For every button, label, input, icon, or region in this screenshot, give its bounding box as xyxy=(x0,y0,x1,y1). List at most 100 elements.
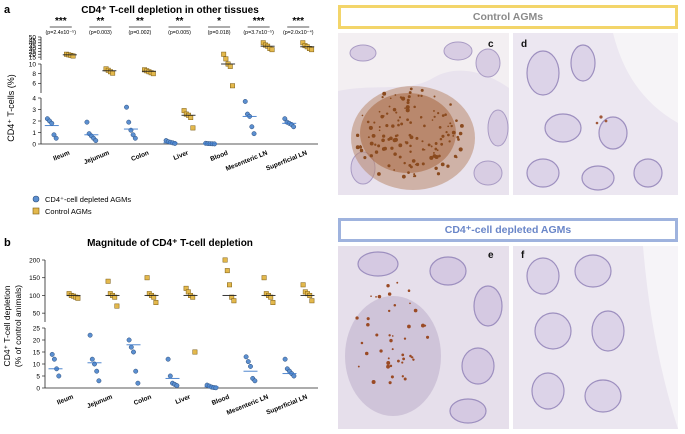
micrograph-c-label: c xyxy=(488,39,494,50)
y-tick-label: 35 xyxy=(29,43,37,50)
x-tick-label: Jejunum xyxy=(83,150,111,167)
micrograph-d-label: d xyxy=(521,39,528,50)
data-point-depleted xyxy=(133,368,139,374)
stain-speck xyxy=(367,136,370,139)
stain-speck xyxy=(397,119,400,122)
stain-speck xyxy=(378,129,381,132)
stain-speck xyxy=(408,163,412,167)
stain-speck xyxy=(388,334,391,337)
y-tick-label: 50 xyxy=(33,311,41,318)
data-point-depleted xyxy=(49,351,55,357)
banner-depleted-label: CD4⁺-cell depleted AGMs xyxy=(444,224,572,236)
stain-speck xyxy=(444,113,447,116)
stain-speck xyxy=(400,122,404,126)
stain-speck xyxy=(381,138,385,143)
banner-control-label: Control AGMs xyxy=(472,11,544,23)
stain-speck xyxy=(457,138,460,141)
data-point-depleted xyxy=(291,124,297,130)
stain-speck xyxy=(446,164,450,168)
stain-speck xyxy=(403,337,407,340)
data-point-depleted xyxy=(130,132,136,138)
stain-speck xyxy=(456,135,460,139)
data-point-control xyxy=(114,303,120,309)
stain-speck xyxy=(382,91,387,96)
data-point-control xyxy=(261,275,267,281)
data-point-depleted xyxy=(126,337,132,343)
stain-speck xyxy=(377,172,381,176)
data-point-control xyxy=(230,83,235,89)
stain-speck xyxy=(377,294,382,299)
stain-speck xyxy=(355,316,359,320)
stain-speck xyxy=(378,110,381,113)
data-point-depleted xyxy=(128,344,134,350)
y-tick-label: 45 xyxy=(29,37,37,44)
y-tick-label: 6 xyxy=(32,81,36,88)
stain-speck xyxy=(360,341,364,345)
data-point-depleted xyxy=(131,349,136,355)
significance-stars: * xyxy=(217,16,221,27)
panel-a-label: a xyxy=(4,4,11,16)
stain-speck xyxy=(397,359,400,363)
stain-speck xyxy=(455,119,458,123)
data-point-depleted xyxy=(282,356,288,362)
stain-speck xyxy=(377,144,381,148)
stain-speck xyxy=(391,335,394,337)
data-point-control xyxy=(223,56,229,62)
stain-speck xyxy=(419,116,423,119)
y-tick-label: 40 xyxy=(29,40,37,47)
x-tick-label: Jejunum xyxy=(86,394,114,411)
p-value-label: (p=2.0x10⁻⁴) xyxy=(283,30,314,36)
stain-speck xyxy=(427,143,431,147)
stain-speck xyxy=(379,349,383,353)
data-point-control xyxy=(153,300,159,305)
stain-speck xyxy=(448,140,451,143)
micrograph-f-image xyxy=(513,246,678,429)
panel-b-ylabel-line2: (% of control animals) xyxy=(13,285,23,367)
x-tick-label: Liver xyxy=(172,149,189,161)
stain-speck xyxy=(441,114,445,117)
stain-speck xyxy=(439,137,443,141)
stain-speck xyxy=(361,114,364,117)
stain-speck xyxy=(401,353,405,357)
stain-speck xyxy=(410,356,413,359)
stain-speck xyxy=(408,91,412,94)
y-tick-label: 2 xyxy=(32,118,36,125)
stain-speck xyxy=(426,335,430,339)
stain-speck xyxy=(421,323,425,328)
y-tick-label: 20 xyxy=(33,337,41,344)
stain-speck xyxy=(405,108,410,113)
stain-speck xyxy=(373,121,376,124)
stain-speck xyxy=(441,134,445,138)
y-tick-label: 25 xyxy=(29,49,37,56)
stain-speck xyxy=(375,296,377,298)
stain-speck xyxy=(366,317,370,321)
stain-speck xyxy=(431,119,434,121)
micrograph-e-image xyxy=(338,246,509,429)
data-point-control xyxy=(270,300,276,305)
micrograph-c: c xyxy=(338,33,509,195)
data-point-control xyxy=(309,47,315,53)
stain-speck xyxy=(413,105,416,109)
data-point-control xyxy=(192,349,198,355)
banner-control-agms: Control AGMs xyxy=(338,5,678,29)
stain-speck xyxy=(381,147,386,151)
stain-speck xyxy=(413,174,417,178)
stain-speck xyxy=(406,118,409,122)
stain-speck xyxy=(405,105,410,110)
legend-depleted-marker xyxy=(32,195,40,203)
data-point-depleted xyxy=(96,378,102,384)
stain-speck xyxy=(385,112,389,115)
data-point-depleted xyxy=(94,368,100,374)
stain-speck xyxy=(382,134,386,138)
y-tick-label: 15 xyxy=(33,349,41,356)
stain-speck xyxy=(413,173,416,176)
stain-speck xyxy=(385,124,389,128)
stain-speck xyxy=(393,304,397,307)
micrograph-f-label: f xyxy=(521,250,525,261)
y-tick-label: 20 xyxy=(29,52,37,59)
stain-speck xyxy=(408,133,412,137)
x-tick-label: Ileum xyxy=(52,150,71,163)
stain-speck xyxy=(366,120,370,124)
y-tick-label: 10 xyxy=(29,61,37,68)
stain-speck xyxy=(403,161,406,165)
